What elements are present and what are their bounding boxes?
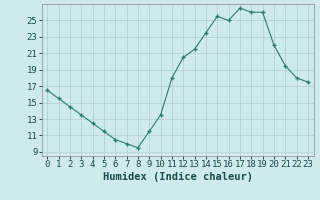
X-axis label: Humidex (Indice chaleur): Humidex (Indice chaleur) [103,172,252,182]
